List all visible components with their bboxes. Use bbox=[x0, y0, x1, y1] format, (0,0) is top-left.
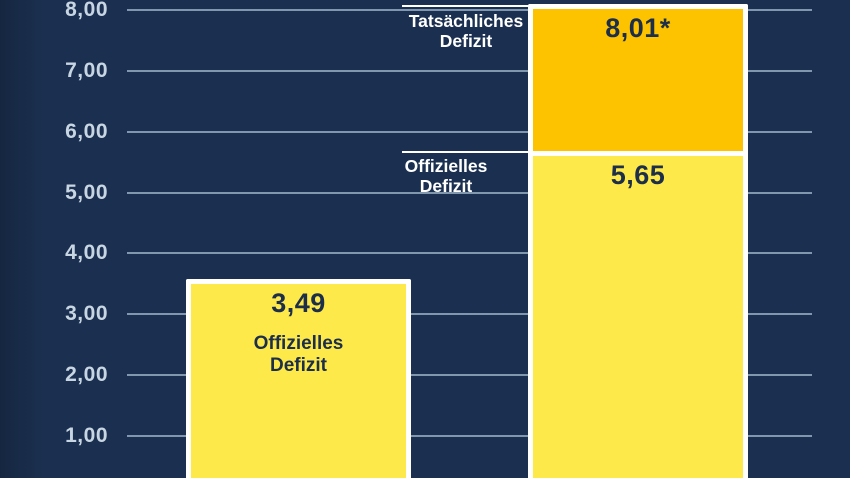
gridline bbox=[127, 313, 812, 316]
segment-divider bbox=[533, 150, 743, 156]
bar-inner-label: Offizielles Defizit bbox=[253, 333, 344, 377]
gridline bbox=[127, 191, 812, 194]
y-tick-label: 1,00 bbox=[65, 423, 108, 447]
y-tick-label: 4,00 bbox=[65, 241, 108, 265]
leader-line-tatsaechliches-defizit bbox=[402, 4, 530, 7]
y-tick-label: 6,00 bbox=[65, 119, 108, 143]
gridline bbox=[127, 130, 812, 133]
bar-value-label: 8,01* bbox=[605, 13, 671, 44]
bar-value-label: 5,65 bbox=[610, 159, 666, 190]
callout-tatsaechliches-defizit: Tatsächliches Defizit bbox=[408, 11, 524, 51]
gridline bbox=[127, 9, 812, 11]
segment-tatsaechliches-defizit: 8,01* bbox=[533, 9, 743, 151]
gridline bbox=[127, 434, 812, 437]
bar-official-deficit: 3,49 Offizielles Defizit bbox=[186, 279, 411, 478]
y-tick-label: 5,00 bbox=[65, 180, 108, 204]
y-tick-label: 3,00 bbox=[65, 302, 108, 326]
y-tick-label: 7,00 bbox=[65, 58, 108, 82]
bar-stacked-deficit: 8,01* 5,65 bbox=[528, 4, 748, 478]
y-tick-label: 8,00 bbox=[65, 0, 108, 21]
gridline bbox=[127, 252, 812, 255]
callout-offizielles-defizit: Offizielles Defizit bbox=[404, 156, 488, 196]
bar-value-label: 3,49 bbox=[271, 288, 326, 319]
left-edge-shade bbox=[0, 0, 45, 478]
segment-offizielles-defizit: 5,65 bbox=[533, 155, 743, 478]
gridline bbox=[127, 374, 812, 377]
leader-line-offizielles-defizit bbox=[402, 151, 530, 153]
gridline bbox=[127, 69, 812, 72]
y-tick-label: 2,00 bbox=[65, 363, 108, 387]
